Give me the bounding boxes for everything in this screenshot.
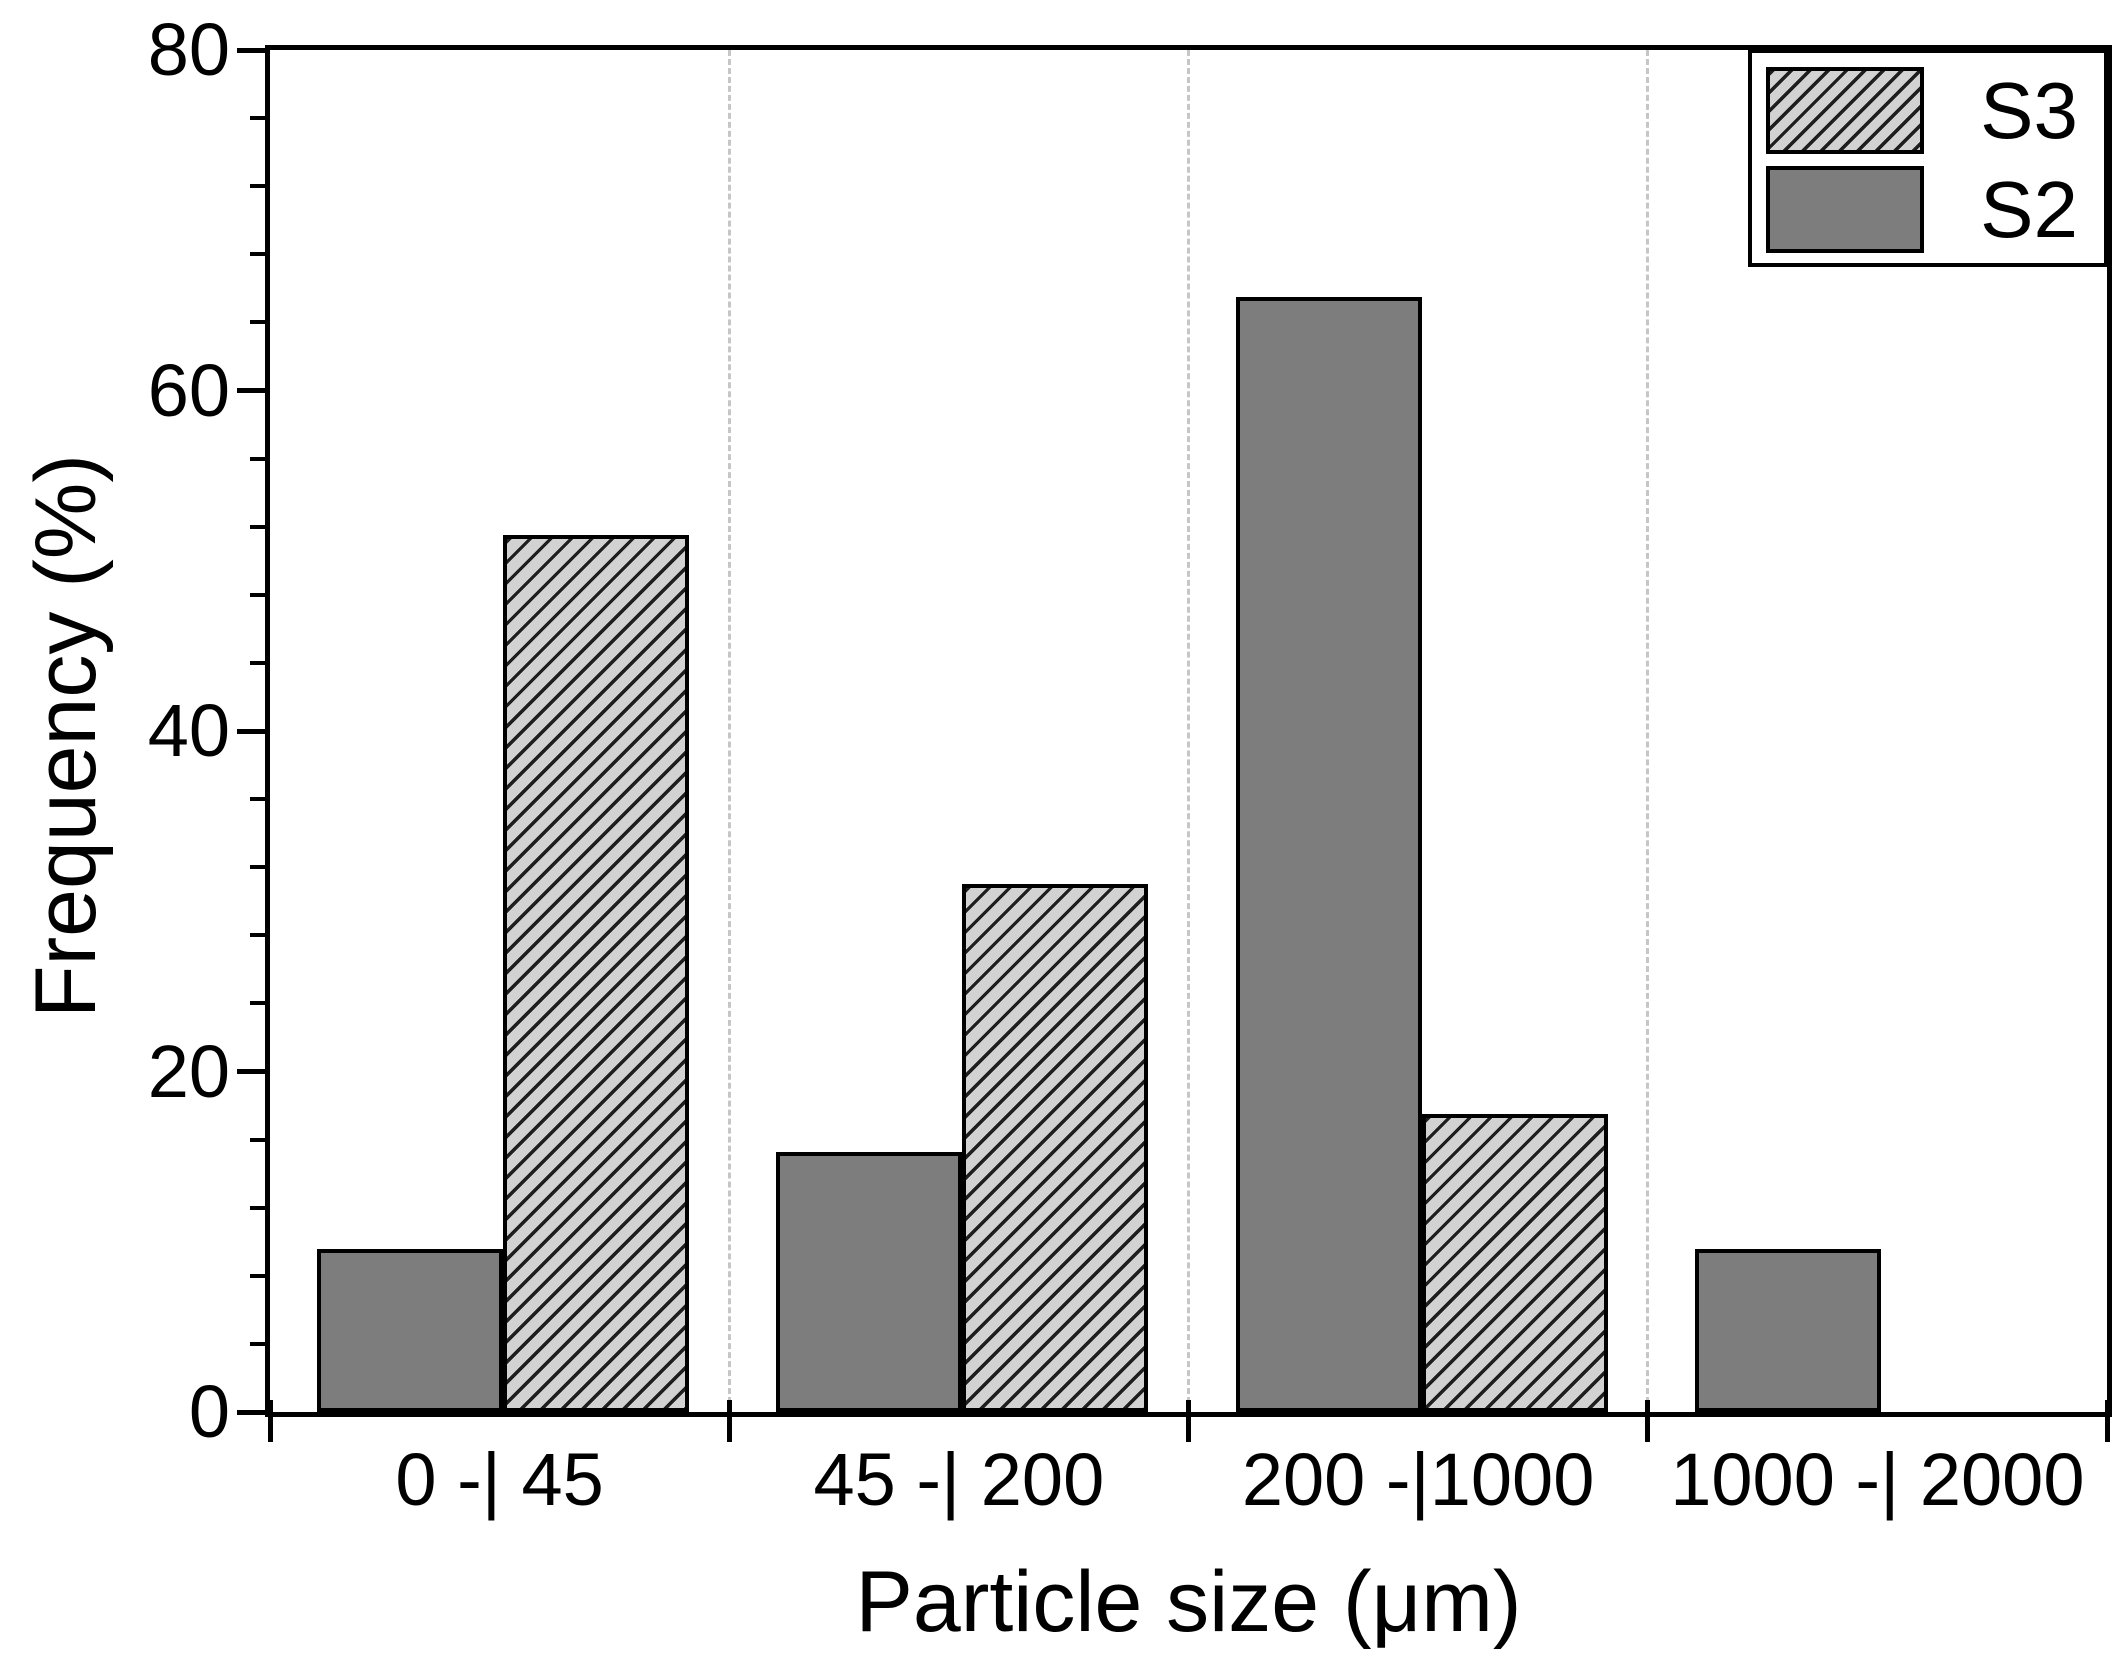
legend-label-s2: S2 (1980, 165, 2078, 254)
y-minor-tick (250, 524, 265, 529)
legend-swatch-s2-solid (1766, 166, 1925, 253)
x-category-label: 45 -| 200 (813, 1438, 1105, 1521)
x-category-label: 1000 -| 2000 (1670, 1438, 2085, 1521)
y-minor-tick (250, 933, 265, 938)
x-boundary-tick (1645, 1400, 1651, 1442)
bar-s3-group1 (503, 535, 689, 1412)
legend-label-s3: S3 (1980, 66, 2078, 155)
y-tick-label: 60 (147, 348, 230, 432)
bar-s2-group1 (317, 1248, 503, 1412)
category-gridline (1187, 50, 1190, 1412)
y-axis-title: Frequency (%) (18, 454, 114, 1018)
legend-item-s2: S2 (1766, 166, 2078, 253)
y-minor-tick (250, 1205, 265, 1210)
y-tick-label: 80 (147, 8, 230, 91)
y-minor-tick (250, 116, 265, 121)
x-boundary-tick (2104, 1400, 2110, 1442)
y-minor-tick (250, 865, 265, 870)
y-minor-tick (250, 252, 265, 257)
bar-s3-group3 (1421, 1114, 1608, 1412)
y-minor-tick (250, 320, 265, 325)
bar-s2-group2 (776, 1151, 963, 1412)
y-tick-label: 0 (188, 1370, 230, 1453)
legend-item-s3: S3 (1766, 67, 2078, 154)
y-major-tick (237, 388, 265, 393)
y-major-tick (237, 728, 265, 734)
plot-area: S3 S2 0 20 40 60 80 0 -| 45 45 -| 200 200 -|100… (148, 13, 2112, 1520)
bar-s3-group2 (962, 884, 1149, 1412)
legend-swatch-s3-hatched (1766, 67, 1925, 154)
x-boundary-tick (267, 1400, 273, 1442)
x-boundary-tick (726, 1400, 732, 1442)
y-minor-tick (250, 660, 265, 665)
bar-s2-group3 (1235, 296, 1422, 1412)
y-minor-tick (250, 456, 265, 461)
y-tick-label: 40 (147, 689, 230, 772)
y-minor-tick (250, 1001, 265, 1006)
x-category-label: 0 -| 45 (395, 1438, 604, 1521)
y-major-tick (237, 1069, 265, 1074)
category-gridline (1646, 50, 1650, 1412)
y-minor-tick (250, 797, 265, 802)
y-minor-tick (250, 1341, 265, 1346)
y-minor-tick (250, 184, 265, 189)
bar-s2-group4 (1694, 1248, 1881, 1412)
y-tick-label: 20 (147, 1029, 230, 1113)
legend: S3 S2 (1748, 49, 2108, 267)
y-major-tick (237, 47, 265, 53)
y-minor-tick (250, 1273, 265, 1278)
x-axis-title: Particle size (μm) (855, 1554, 1522, 1650)
category-gridline (727, 50, 731, 1412)
y-major-tick (237, 1409, 265, 1415)
x-category-label: 200 -|1000 (1241, 1438, 1595, 1521)
y-minor-tick (250, 1137, 265, 1142)
y-minor-tick (250, 592, 265, 597)
x-boundary-tick (1186, 1400, 1191, 1442)
